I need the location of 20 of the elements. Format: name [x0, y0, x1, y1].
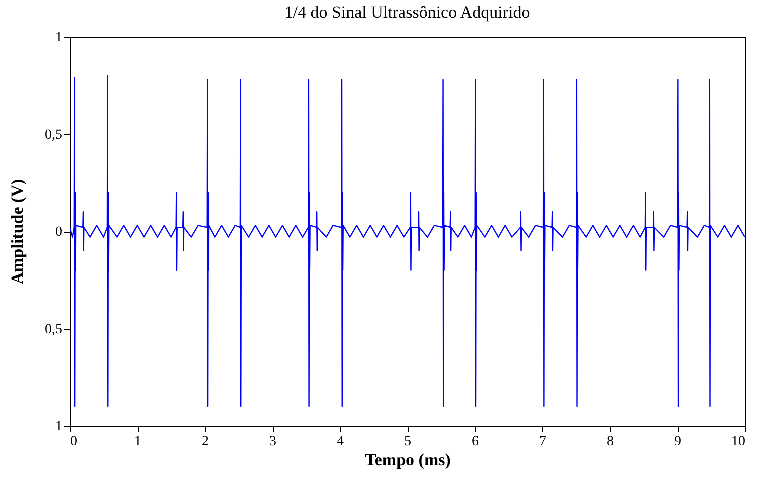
y-tick-label: 1: [56, 420, 62, 434]
x-tick-label: 4: [337, 434, 344, 450]
x-tick-label: 9: [674, 434, 682, 450]
x-axis-title: Tempo (ms): [365, 450, 451, 470]
y-tick-label: 1: [56, 30, 62, 46]
x-tick-label: 5: [404, 434, 412, 450]
y-tick-label: 0,5: [45, 322, 62, 338]
y-tick-label: 0: [56, 225, 62, 240]
x-tick-label: 0: [70, 434, 78, 450]
x-tick-label: 3: [270, 434, 276, 450]
x-tick-label: 8: [607, 434, 614, 450]
chart-title: 1/4 do Sinal Ultrassônico Adquirido: [284, 3, 530, 22]
x-tick-label: 1: [134, 434, 142, 450]
y-axis-title: Amplitude (V): [8, 179, 27, 285]
x-tick-label: 7: [540, 434, 546, 450]
x-tick-label: 6: [472, 434, 479, 450]
y-tick-label: 0,5: [45, 128, 62, 143]
x-tick-label: 2: [202, 434, 209, 450]
line-series: [70, 75, 745, 408]
x-tick-label: 10: [732, 434, 746, 450]
